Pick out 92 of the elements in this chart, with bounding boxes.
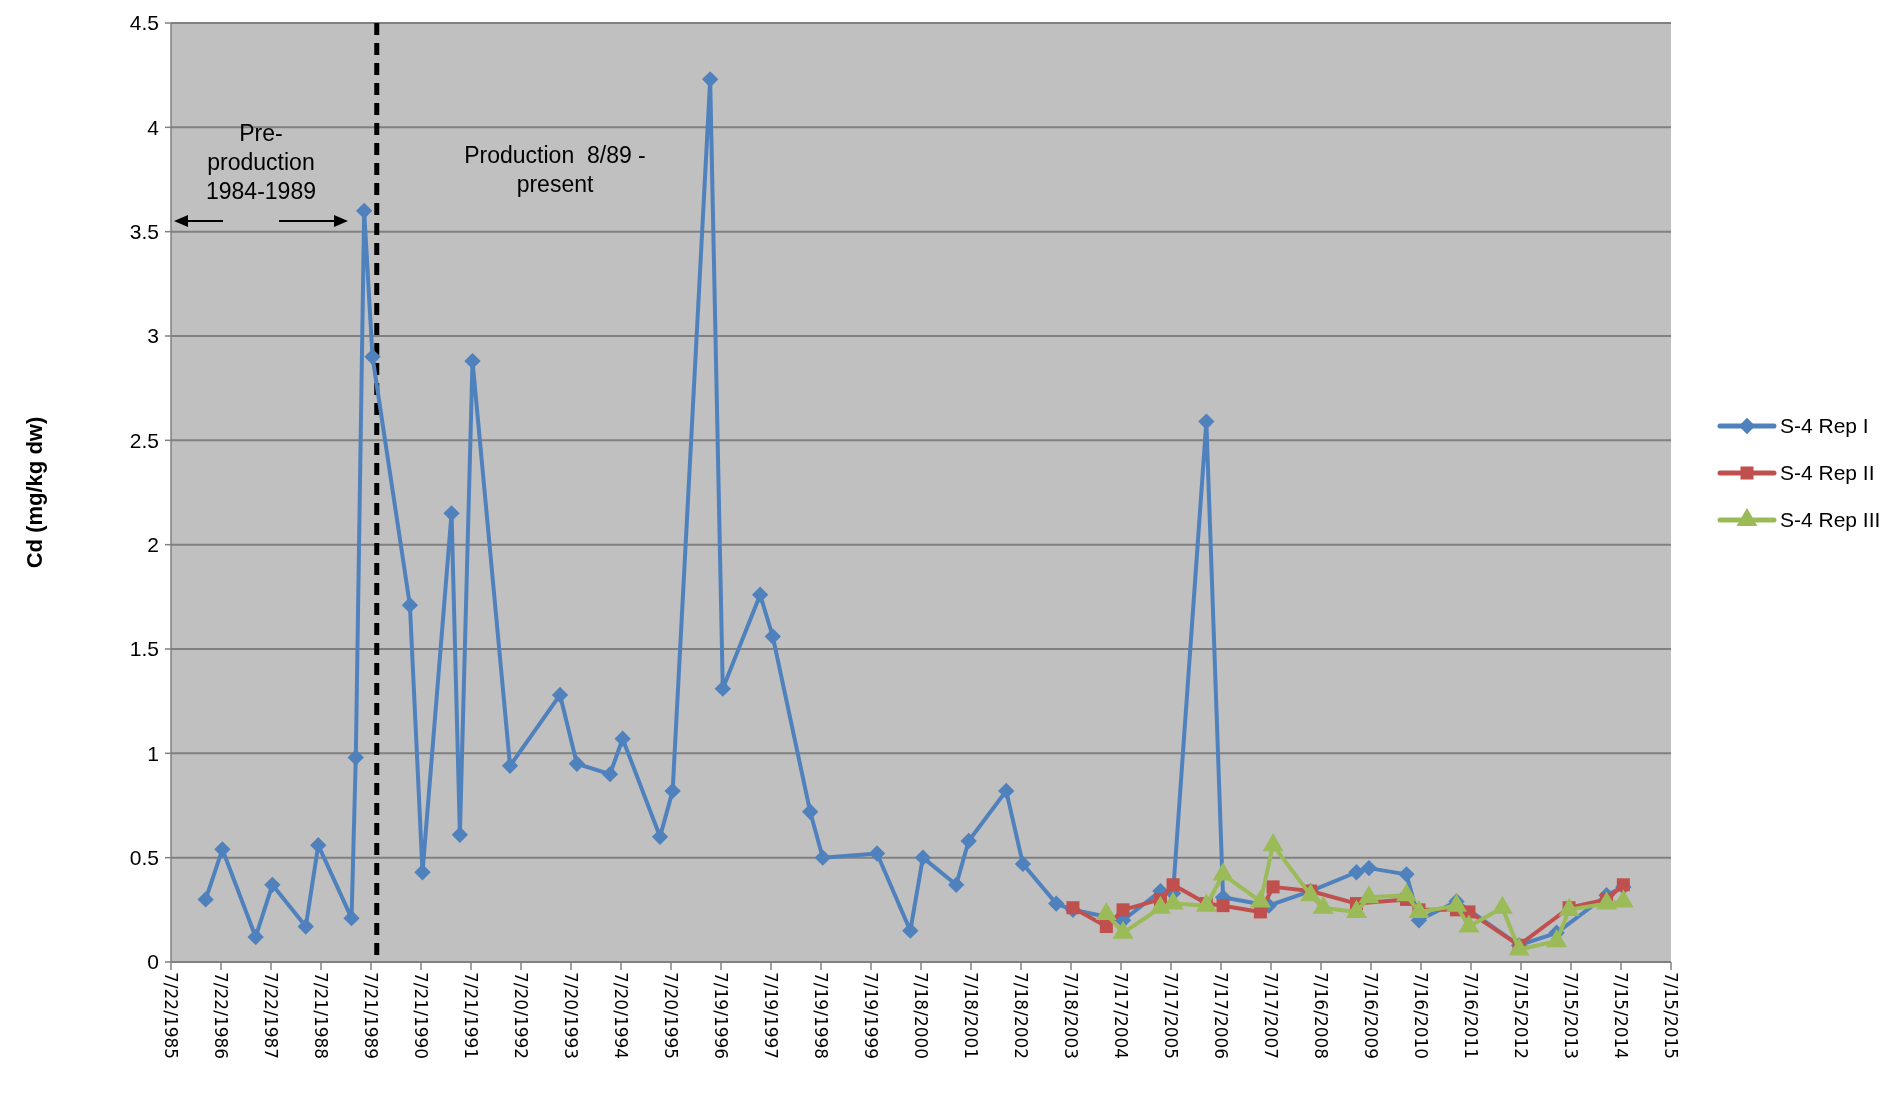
- point: [297, 918, 314, 935]
- point: [343, 910, 360, 927]
- y-tick-label: 2: [147, 533, 159, 557]
- point: [247, 928, 264, 946]
- point: [464, 352, 481, 370]
- point: [1216, 899, 1230, 913]
- x-tick-label: 7/21/1990: [411, 972, 432, 1060]
- point: [664, 782, 681, 800]
- x-tick-label: 7/22/1986: [211, 972, 232, 1060]
- y-tick-label: 3: [147, 324, 159, 348]
- point: [948, 876, 965, 893]
- point: [1099, 920, 1113, 934]
- x-tick-label: 7/19/1996: [711, 972, 732, 1060]
- x-tick-label: 7/17/2006: [1211, 972, 1232, 1060]
- x-tick-label: 7/15/2014: [1611, 972, 1632, 1060]
- x-tick-label: 7/20/1995: [661, 972, 682, 1060]
- point: [1116, 903, 1130, 917]
- point: [451, 826, 469, 843]
- point: [764, 628, 781, 645]
- x-tick-label: 7/15/2013: [1561, 972, 1582, 1060]
- point: [1048, 895, 1065, 912]
- point: [752, 586, 769, 603]
- point: [214, 841, 231, 858]
- point: [914, 849, 932, 866]
- x-tick-label: 7/19/1997: [761, 972, 782, 1060]
- x-tick-label: 7/16/2010: [1411, 972, 1432, 1060]
- point: [443, 505, 460, 522]
- legend-label: S-4 Rep I: [1780, 414, 1869, 438]
- point: [702, 71, 719, 88]
- point: [1398, 866, 1415, 883]
- point: [814, 849, 831, 866]
- x-tick-label: 7/21/1989: [361, 972, 382, 1060]
- point: [1360, 859, 1378, 877]
- x-tick-label: 7/18/2002: [1011, 972, 1032, 1060]
- x-tick-label: 7/22/1985: [161, 972, 182, 1060]
- y-tick-label: 1.5: [129, 637, 159, 661]
- x-tick-label: 7/17/2005: [1161, 972, 1182, 1060]
- point: [264, 876, 281, 893]
- x-tick-label: 7/18/2001: [961, 972, 982, 1060]
- y-tick-label: 4: [147, 115, 160, 139]
- x-tick-label: 7/18/2003: [1061, 972, 1082, 1060]
- point: [501, 757, 519, 775]
- point: [347, 749, 364, 766]
- point: [1616, 878, 1630, 892]
- x-tick-label: 7/18/2000: [911, 972, 932, 1060]
- x-tick-label: 7/20/1994: [611, 972, 632, 1060]
- x-tick-label: 7/17/2007: [1261, 972, 1282, 1060]
- point: [1166, 878, 1180, 892]
- point: [1348, 864, 1365, 881]
- point: [902, 922, 919, 939]
- x-tick-label: 7/22/1987: [261, 972, 282, 1060]
- annotation: Production 8/89 - present: [464, 142, 646, 197]
- x-tick-label: 7/19/1998: [811, 972, 832, 1060]
- point: [998, 782, 1015, 800]
- point: [601, 766, 619, 783]
- x-tick-label: 7/16/2011: [1461, 972, 1482, 1060]
- point: [197, 891, 214, 908]
- point: [1014, 855, 1032, 873]
- y-tick-label: 1: [147, 741, 159, 765]
- point: [1198, 413, 1215, 430]
- x-tick-label: 7/16/2008: [1311, 972, 1332, 1060]
- point: [1266, 880, 1280, 894]
- x-tick-label: 7/19/1999: [861, 972, 882, 1060]
- x-tick-label: 7/17/2004: [1111, 972, 1132, 1060]
- point: [551, 686, 569, 704]
- x-tick-label: 7/20/1992: [511, 972, 532, 1060]
- y-tick-label: 0: [147, 950, 159, 974]
- legend-label: S-4 Rep II: [1780, 461, 1875, 485]
- point: [568, 755, 586, 772]
- point: [355, 202, 373, 219]
- x-tick-label: 7/15/2012: [1511, 972, 1532, 1060]
- point: [364, 348, 381, 366]
- point: [802, 803, 819, 820]
- y-axis-title: Cd (mg/kg dw): [22, 416, 47, 569]
- x-tick-label: 7/16/2009: [1361, 972, 1382, 1060]
- y-tick-label: 0.5: [129, 846, 159, 870]
- y-tick-label: 2.5: [129, 428, 159, 452]
- x-tick-label: 7/21/1988: [311, 972, 332, 1060]
- legend-label: S-4 Rep III: [1780, 508, 1881, 532]
- y-tick-label: 4.5: [129, 11, 159, 35]
- point: [714, 680, 731, 697]
- x-tick-label: 7/20/1993: [561, 972, 582, 1060]
- x-tick-label: 7/21/1991: [461, 972, 482, 1060]
- point: [414, 864, 431, 881]
- point: [401, 597, 419, 614]
- point: [651, 828, 669, 845]
- y-tick-label: 3.5: [129, 220, 159, 244]
- point: [960, 832, 977, 850]
- annotation: Pre- production 1984-1989: [206, 120, 316, 204]
- point: [868, 845, 886, 862]
- x-tick-label: 7/15/2015: [1661, 972, 1682, 1060]
- point: [614, 730, 631, 747]
